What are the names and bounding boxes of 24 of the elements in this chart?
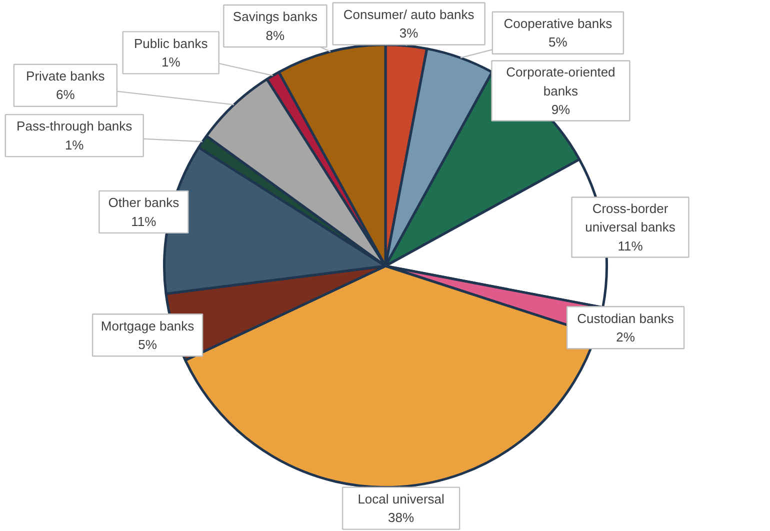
data-label: 9% (551, 102, 571, 118)
slice-label: Consumer/ auto banks (343, 6, 475, 22)
slice-label: Corporate-oriented banks (506, 64, 616, 98)
data-label: 1% (64, 137, 84, 152)
data-label: 11% (618, 238, 644, 254)
slice-label: Cooperative banks (504, 16, 613, 31)
slice-label: Custodian banks (577, 310, 674, 326)
slice-label: Private banks (26, 68, 106, 84)
data-label: 5% (138, 337, 158, 352)
slice-label: Local universal (358, 491, 445, 506)
data-label: 6% (56, 87, 76, 102)
data-label: 3% (399, 26, 419, 41)
data-label: 1% (161, 54, 181, 70)
data-label: 11% (131, 214, 157, 229)
data-label: 2% (616, 330, 636, 344)
slice-label: Pass-through banks (16, 118, 133, 134)
slice-label: Savings banks (232, 9, 318, 24)
data-label: 38% (388, 510, 415, 526)
slice-label: Mortgage banks (100, 318, 195, 334)
slice-label: Public banks (134, 36, 208, 51)
data-label: 5% (548, 34, 568, 50)
slice-label: Cross-border universal banks (585, 200, 676, 235)
slice-label: Other banks (108, 195, 180, 210)
data-label: 8% (266, 28, 286, 43)
